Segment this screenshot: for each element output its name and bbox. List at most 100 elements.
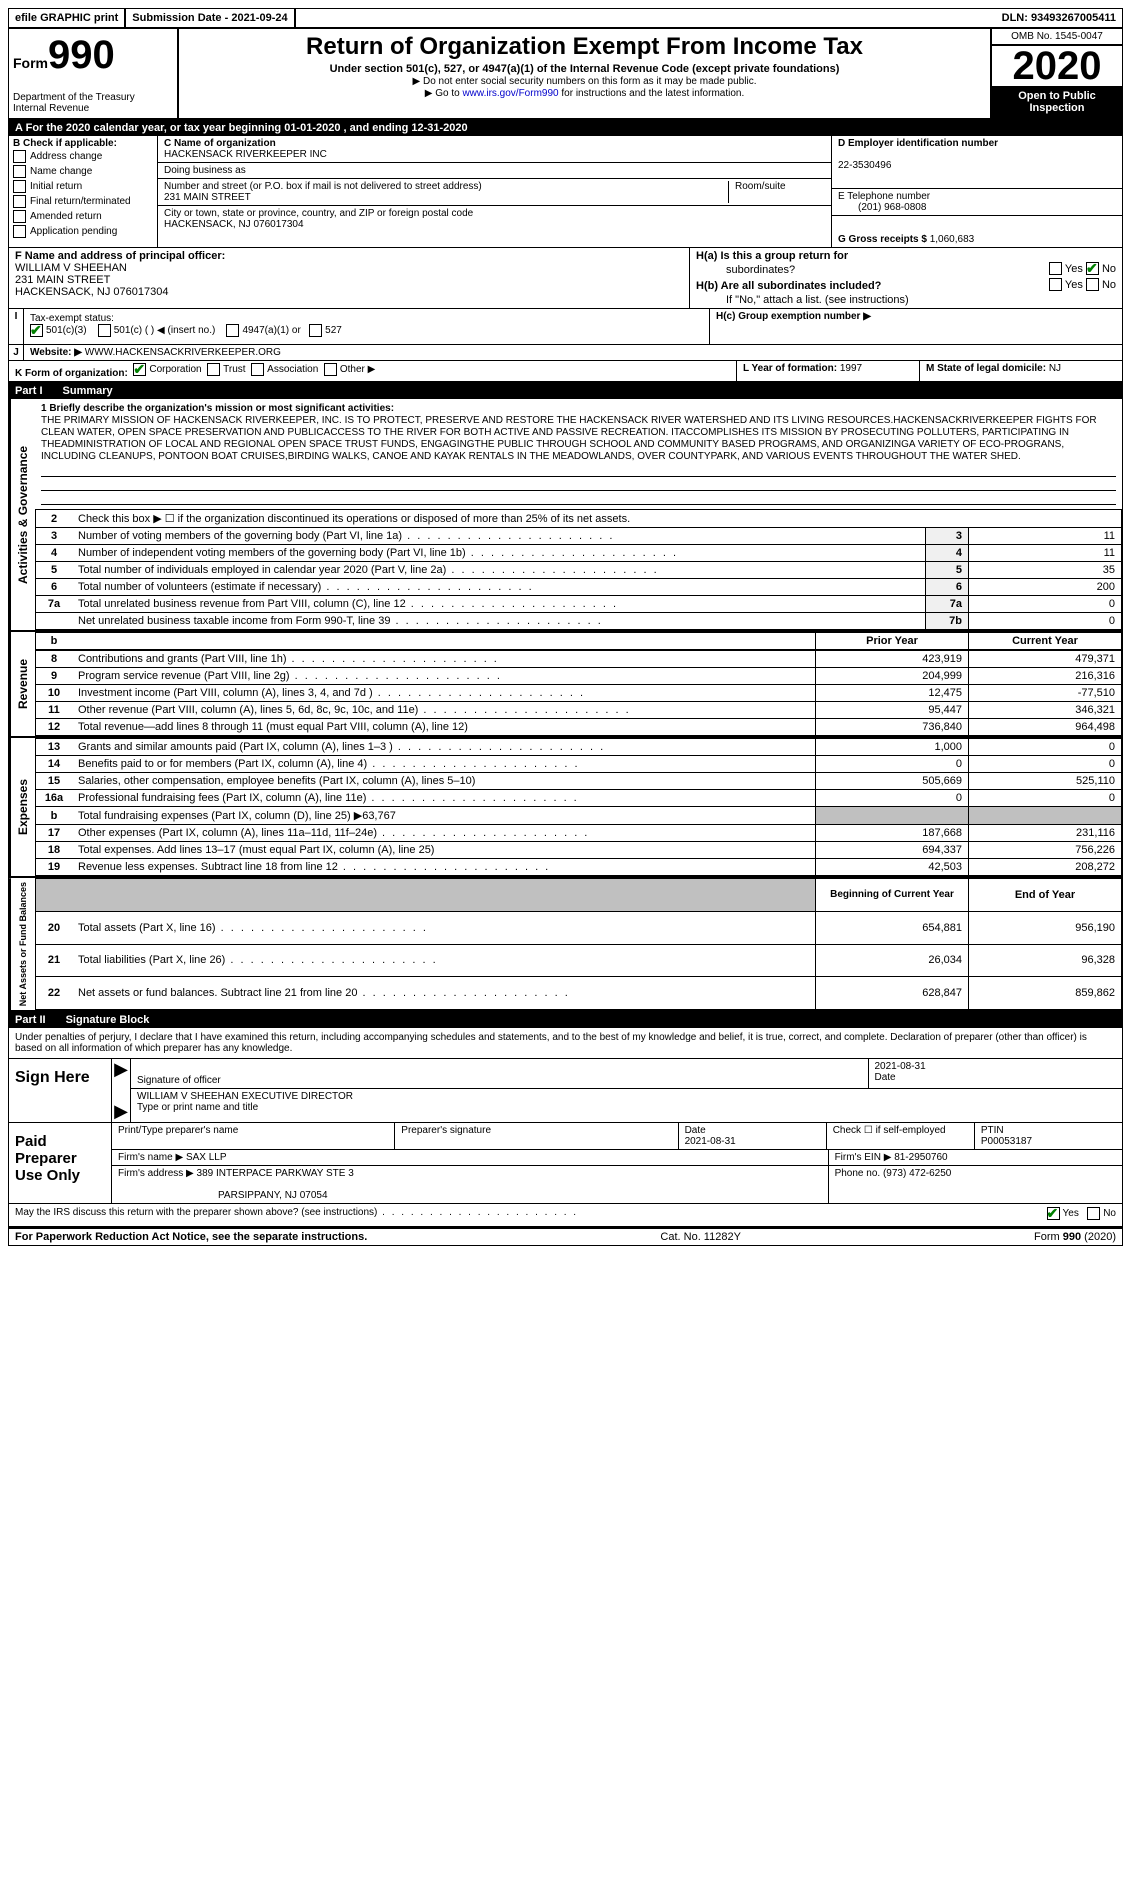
- footer-cat-no: Cat. No. 11282Y: [660, 1231, 741, 1243]
- ein-value: 22-3530496: [838, 160, 891, 171]
- k-other[interactable]: Other ▶: [324, 363, 375, 376]
- check-name-change[interactable]: Name change: [13, 164, 153, 179]
- hb-yes[interactable]: Yes: [1049, 278, 1083, 291]
- no-label: No: [1103, 1208, 1116, 1219]
- current-val: 479,371: [969, 650, 1122, 668]
- status-4947[interactable]: 4947(a)(1) or: [226, 324, 300, 337]
- header-center: Return of Organization Exempt From Incom…: [179, 29, 990, 118]
- line-no: 16a: [36, 790, 73, 807]
- top-bar: efile GRAPHIC print Submission Date - 20…: [9, 9, 1122, 29]
- revenue-section: Revenue bPrior YearCurrent Year 8Contrib…: [9, 632, 1122, 738]
- room-label: Room/suite: [729, 181, 825, 203]
- end-val: 956,190: [969, 911, 1122, 944]
- line-7a: 7aTotal unrelated business revenue from …: [36, 596, 1122, 613]
- line-desc: Grants and similar amounts paid (Part IX…: [72, 739, 816, 756]
- h-a-sub: subordinates? Yes No: [696, 262, 1116, 278]
- tax-year: 2020: [992, 46, 1122, 86]
- line-2-desc: Check this box ▶ ☐ if the organization d…: [72, 510, 1122, 528]
- check-application-pending[interactable]: Application pending: [13, 224, 153, 239]
- line-no: 8: [36, 650, 73, 668]
- ptin-label: PTIN: [981, 1125, 1004, 1136]
- checkbox-icon: [13, 180, 26, 193]
- line-15: 15Salaries, other compensation, employee…: [36, 773, 1122, 790]
- j-letter: J: [9, 345, 24, 360]
- sub-date-label: Submission Date -: [132, 12, 231, 24]
- net-assets-section: Net Assets or Fund Balances Beginning of…: [9, 878, 1122, 1012]
- goto-prefix: ▶ Go to: [425, 88, 463, 99]
- k-assoc[interactable]: Association: [251, 363, 318, 376]
- current-val: 964,498: [969, 719, 1122, 736]
- mission-box: 1 Briefly describe the organization's mi…: [35, 399, 1122, 509]
- form-number: 990: [48, 33, 115, 77]
- current-val: 231,116: [969, 825, 1122, 842]
- line-no: 10: [36, 685, 73, 702]
- officer-cell: F Name and address of principal officer:…: [9, 248, 690, 308]
- footer-left: For Paperwork Reduction Act Notice, see …: [15, 1231, 367, 1243]
- check-amended-return[interactable]: Amended return: [13, 209, 153, 224]
- line-20: 20Total assets (Part X, line 16)654,8819…: [36, 911, 1122, 944]
- line-box: 4: [926, 545, 969, 562]
- line-21: 21Total liabilities (Part X, line 26)26,…: [36, 944, 1122, 977]
- prep-date-value: 2021-08-31: [685, 1136, 736, 1147]
- prior-val: 0: [816, 790, 969, 807]
- line-desc: Number of voting members of the governin…: [72, 528, 926, 545]
- mission-text: THE PRIMARY MISSION OF HACKENSACK RIVERK…: [41, 415, 1097, 462]
- row-a-text: For the 2020 calendar year, or tax year …: [26, 122, 468, 134]
- line-3: 3Number of voting members of the governi…: [36, 528, 1122, 545]
- k-trust[interactable]: Trust: [207, 363, 245, 376]
- gross-receipts-cell: G Gross receipts $ 1,060,683: [832, 216, 1122, 247]
- line-val: 11: [969, 545, 1122, 562]
- header-subtitle-2: ▶ Do not enter social security numbers o…: [185, 76, 984, 87]
- governance-table: 2Check this box ▶ ☐ if the organization …: [35, 509, 1122, 630]
- k-corp[interactable]: Corporation: [133, 363, 201, 376]
- line-desc: Other revenue (Part VIII, column (A), li…: [72, 702, 816, 719]
- line-13: 13Grants and similar amounts paid (Part …: [36, 739, 1122, 756]
- no-label: No: [1102, 263, 1116, 275]
- line-12: 12Total revenue—add lines 8 through 11 (…: [36, 719, 1122, 736]
- discuss-no[interactable]: No: [1087, 1207, 1116, 1220]
- prior-val: 12,475: [816, 685, 969, 702]
- check-address-change[interactable]: Address change: [13, 149, 153, 164]
- line-no: 7a: [36, 596, 73, 613]
- line-no: 12: [36, 719, 73, 736]
- line-no: 20: [36, 911, 73, 944]
- check-self-employed[interactable]: Check ☐ if self-employed: [827, 1123, 975, 1150]
- dln-value: 93493267005411: [1031, 12, 1116, 24]
- opt-label: Association: [267, 364, 318, 375]
- city-cell: City or town, state or province, country…: [158, 206, 831, 232]
- firm-phone-label: Phone no.: [835, 1168, 883, 1179]
- activities-governance-section: Activities & Governance 1 Briefly descri…: [9, 399, 1122, 632]
- status-501c3[interactable]: 501(c)(3): [30, 324, 87, 337]
- prior-val: 187,668: [816, 825, 969, 842]
- opt-label: 4947(a)(1) or: [242, 325, 300, 336]
- opt-label: 501(c) ( ) ◀ (insert no.): [114, 325, 216, 336]
- address-cell: Number and street (or P.O. box if mail i…: [158, 179, 831, 206]
- form-header: Form990 Department of the Treasury Inter…: [9, 29, 1122, 120]
- checkbox-icon: [13, 195, 26, 208]
- status-527[interactable]: 527: [309, 324, 342, 337]
- section-bcd: B Check if applicable: Address change Na…: [9, 136, 1122, 248]
- irs-link[interactable]: www.irs.gov/Form990: [462, 88, 558, 99]
- year-header-row: bPrior YearCurrent Year: [36, 633, 1122, 651]
- end-val: 96,328: [969, 944, 1122, 977]
- opt-label: 527: [325, 325, 342, 336]
- phone-cell: E Telephone number (201) 968-0808: [832, 189, 1122, 216]
- check-final-return[interactable]: Final return/terminated: [13, 194, 153, 209]
- discuss-yes[interactable]: Yes: [1047, 1207, 1079, 1220]
- yes-label: Yes: [1065, 263, 1083, 275]
- ha-no[interactable]: No: [1086, 262, 1116, 275]
- footer-form-year: (2020): [1081, 1231, 1116, 1243]
- website-cell: Website: ▶ WWW.HACKENSACKRIVERKEEPER.ORG: [24, 345, 1122, 360]
- status-501c[interactable]: 501(c) ( ) ◀ (insert no.): [98, 324, 216, 337]
- hb-no[interactable]: No: [1086, 278, 1116, 291]
- current-val: 0: [969, 756, 1122, 773]
- ha-label: H(a) Is this a group return for: [696, 250, 848, 262]
- check-initial-return[interactable]: Initial return: [13, 179, 153, 194]
- header-left: Form990 Department of the Treasury Inter…: [9, 29, 179, 118]
- line-no: [36, 613, 73, 630]
- ein-label: D Employer identification number: [838, 138, 998, 149]
- opt-label: 501(c)(3): [46, 325, 87, 336]
- ha-yes[interactable]: Yes: [1049, 262, 1083, 275]
- line-no: 19: [36, 859, 73, 876]
- line-desc: Revenue less expenses. Subtract line 18 …: [72, 859, 816, 876]
